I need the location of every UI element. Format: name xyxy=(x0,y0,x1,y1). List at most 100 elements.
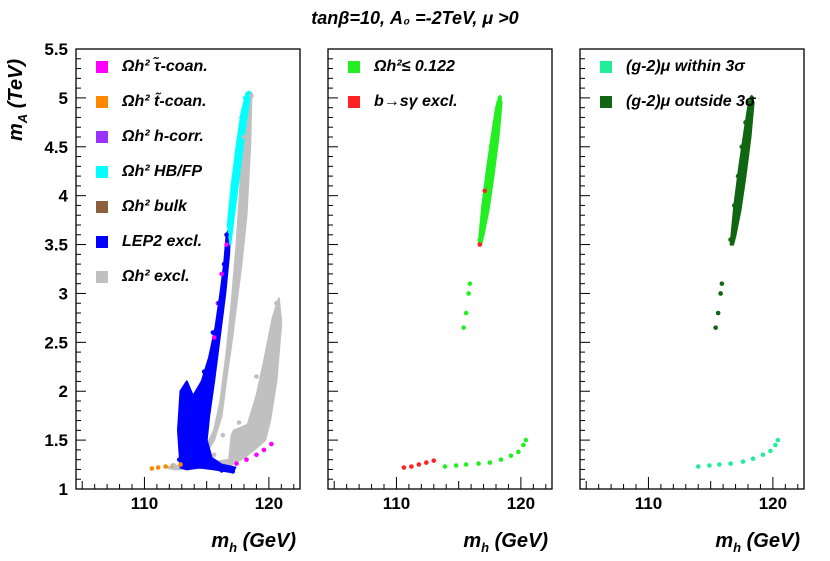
region--g-2-outside-3- xyxy=(729,94,755,246)
data-point xyxy=(249,93,254,99)
series-1 xyxy=(401,188,488,470)
data-point xyxy=(219,468,224,473)
data-point xyxy=(230,469,236,474)
y-tick-label: 5.5 xyxy=(44,40,68,59)
data-point xyxy=(463,310,469,316)
x-tick-label: 110 xyxy=(131,494,158,513)
x-axis-label: mh (GeV) xyxy=(211,530,296,555)
x-tick-label: 120 xyxy=(507,494,535,513)
x-tick-label: 120 xyxy=(759,494,787,513)
legend-swatch xyxy=(96,166,108,178)
x-ticks xyxy=(333,477,547,489)
y-tick-label: 3.5 xyxy=(44,236,68,255)
data-point xyxy=(442,464,448,469)
data-point xyxy=(746,100,752,106)
x-tick-label: 120 xyxy=(255,494,283,513)
data-point xyxy=(492,120,498,125)
series-0 xyxy=(442,95,529,469)
series-0 xyxy=(695,437,781,469)
data-point xyxy=(719,281,725,286)
data-point xyxy=(487,460,493,465)
data-point xyxy=(481,203,486,208)
data-point xyxy=(768,448,773,454)
plot-frame xyxy=(327,48,553,490)
data-area xyxy=(149,90,283,474)
data-point xyxy=(717,462,722,467)
data-point xyxy=(482,188,488,194)
x-tick-label: 110 xyxy=(635,494,662,513)
data-point xyxy=(523,437,529,443)
data-point xyxy=(235,144,241,150)
data-point xyxy=(228,212,233,218)
data-point xyxy=(497,95,503,101)
legend: Ωh² τ̃-coan. Ωh² t̃-coan. Ωh² h-corr. Ωh² H… xyxy=(96,55,208,285)
legend-swatch xyxy=(600,96,612,108)
data-point xyxy=(695,464,701,469)
data-point xyxy=(488,144,494,150)
data-point xyxy=(186,462,192,467)
data-point xyxy=(242,95,248,101)
data-point xyxy=(221,261,227,267)
legend-label: LEP2 excl. xyxy=(122,233,202,250)
legend-label: Ωh² bulk xyxy=(121,198,188,215)
y-axis-label: mA (TeV) xyxy=(5,59,30,141)
data-point xyxy=(743,120,748,125)
legend-swatch xyxy=(96,236,108,248)
data-point xyxy=(401,465,407,470)
legend-swatch xyxy=(96,271,108,283)
data-point xyxy=(234,461,239,466)
data-point xyxy=(521,442,526,448)
data-point xyxy=(718,291,723,296)
y-tick-label: 4 xyxy=(59,187,69,206)
data-point xyxy=(735,173,741,179)
data-point xyxy=(210,330,216,335)
panel-left: 110 120 1 1.5 2 2.5 3 3.5 4 4.5 5 5.5 mh (GeV) Ωh² τ̃… xyxy=(44,40,301,555)
data-point xyxy=(241,134,247,140)
data-point xyxy=(466,291,471,296)
data-area xyxy=(401,94,529,470)
data-point xyxy=(467,281,473,286)
y-tick-label: 2 xyxy=(59,382,68,401)
data-point xyxy=(416,462,422,467)
plot-frame xyxy=(579,48,805,490)
data-point xyxy=(707,463,712,468)
data-area xyxy=(695,94,781,469)
y-ticks xyxy=(328,48,338,490)
panel-middle: 110 120 mh (GeV) Ωh²≤ 0.122 b→sγ excl. xyxy=(327,48,553,555)
data-point xyxy=(178,462,183,467)
series-5 xyxy=(176,232,236,474)
data-point xyxy=(484,173,490,179)
data-point xyxy=(516,449,521,455)
legend-swatch xyxy=(348,96,360,108)
data-point xyxy=(216,300,222,306)
legend: Ωh²≤ 0.122 b→sγ excl. xyxy=(348,58,458,110)
data-point xyxy=(453,463,459,468)
y-tick-label: 3 xyxy=(59,284,68,303)
data-point xyxy=(496,100,501,106)
data-point xyxy=(224,242,229,247)
x-axis-label: mh (GeV) xyxy=(463,530,548,555)
data-point xyxy=(219,271,224,277)
data-point xyxy=(728,461,733,466)
legend-swatch xyxy=(96,131,108,143)
y-tick-label: 4.5 xyxy=(44,138,68,157)
data-point xyxy=(477,242,483,247)
data-point xyxy=(773,442,778,448)
data-point xyxy=(424,460,429,465)
y-tick-label: 2.5 xyxy=(44,333,68,352)
legend-label: (g-2)μ within 3σ xyxy=(626,58,746,75)
y-tick-label: 1.5 xyxy=(44,431,68,450)
x-axis-label: mh (GeV) xyxy=(715,530,800,555)
data-point xyxy=(498,457,504,462)
legend-label: Ωh²≤ 0.122 xyxy=(373,58,455,75)
legend-swatch xyxy=(96,96,108,108)
data-point xyxy=(163,464,168,469)
legend-label: Ωh² τ̃-coan. xyxy=(121,55,208,75)
data-point xyxy=(760,452,766,458)
data-point xyxy=(732,203,737,208)
region--h-excl- xyxy=(200,92,253,457)
data-point xyxy=(254,374,259,379)
y-tick-label: 1 xyxy=(59,480,68,499)
data-point xyxy=(211,452,217,458)
